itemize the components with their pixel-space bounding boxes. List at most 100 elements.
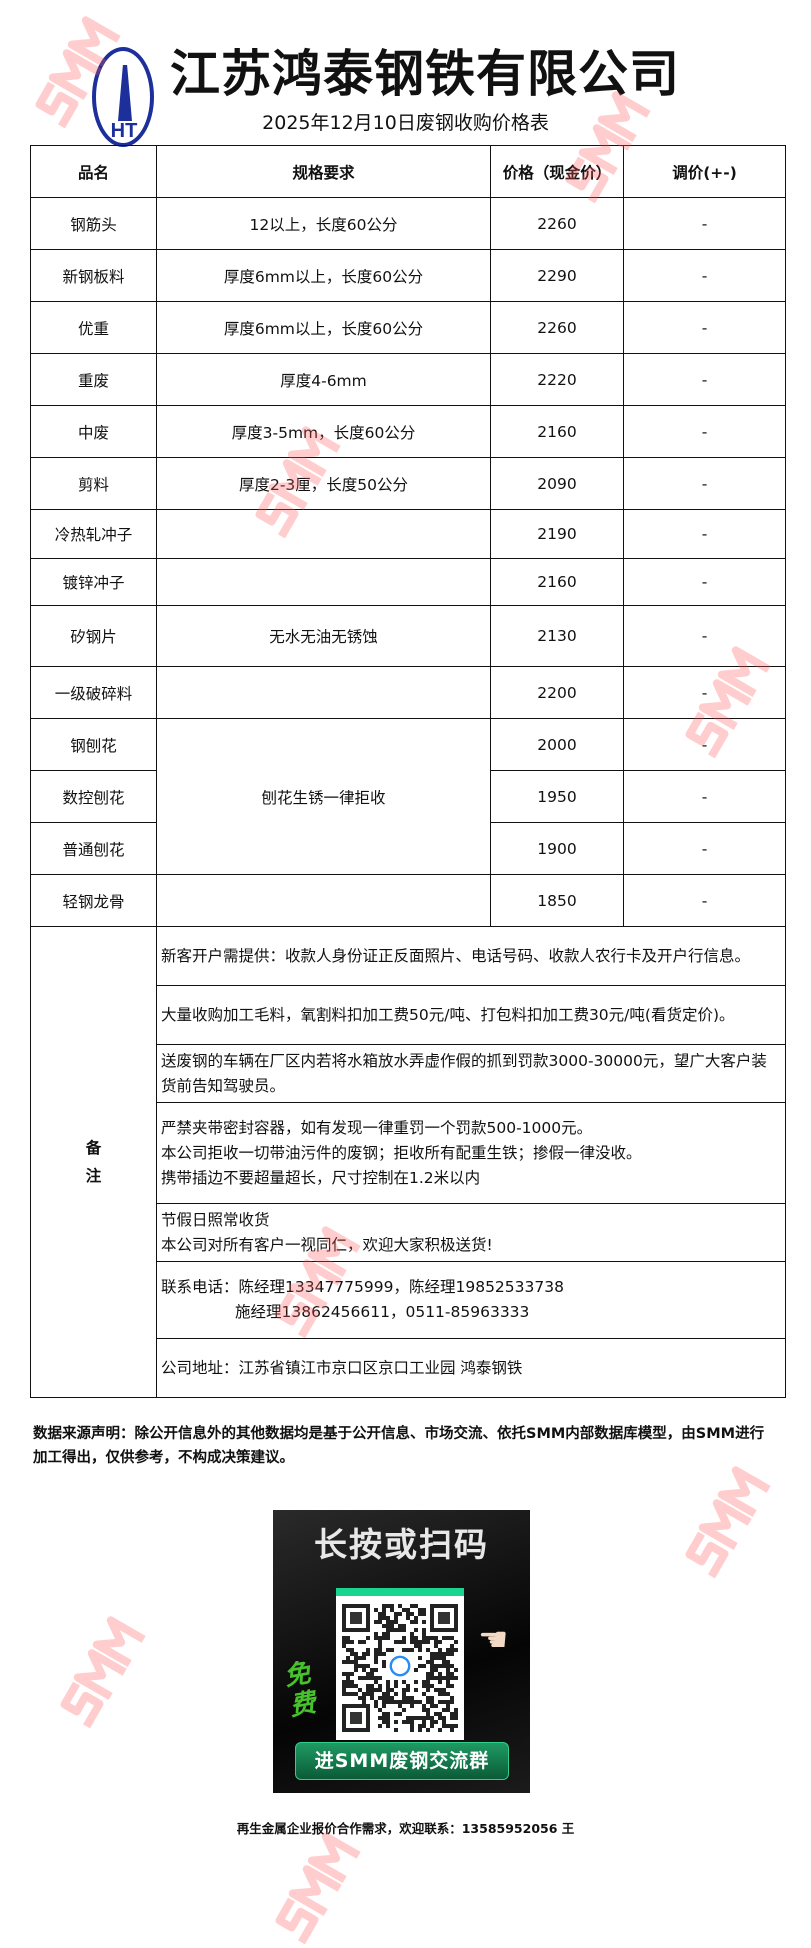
item-price-change: - [623, 822, 786, 875]
promo-free-label: 免费 [282, 1658, 319, 1722]
item-spec: 厚度3-5mm，长度60公分 [156, 405, 491, 458]
remark-cell: 新客开户需提供：收款人身份证正反面照片、电话号码、收款人农行卡及开户行信息。 [156, 926, 786, 986]
item-spec: 厚度4-6mm [156, 353, 491, 406]
item-price: 2200 [490, 666, 624, 719]
item-spec [156, 666, 491, 719]
item-price-change: - [623, 301, 786, 354]
remark-cell: 大量收购加工毛料，氧割料扣加工费50元/吨、打包料扣加工费30元/吨(看货定价)… [156, 985, 786, 1045]
item-spec: 12以上，长度60公分 [156, 197, 491, 250]
item-price: 1850 [490, 874, 624, 927]
table-row: 镀锌冲子 2160- [30, 558, 786, 606]
table-row: 冷热轧冲子 2190- [30, 509, 786, 559]
remark-line: 联系电话：陈经理13347775999，陈经理19852533738 [161, 1278, 564, 1296]
item-price-change: - [623, 770, 786, 823]
footer-contact: 再生金属企业报价合作需求，欢迎联系：13585952056 王 [236, 1821, 575, 1836]
table-row: 数控刨花 1950- [30, 770, 786, 823]
item-name: 冷热轧冲子 [30, 509, 157, 559]
remark-line: 送废钢的车辆在厂区内若将水箱放水弄虚作假的抓到罚款3000-30000元，望广大… [161, 1051, 767, 1095]
item-spec [156, 558, 491, 606]
remark-line: 本公司拒收一切带油污件的废钢；拒收所有配重生铁；掺假一律没收。 [161, 1143, 642, 1162]
item-name: 剪料 [30, 457, 157, 510]
data-source-disclaimer: 数据来源声明：除公开信息外的其他数据均是基于公开信息、市场交流、依托SMM内部数… [33, 1426, 765, 1466]
item-price: 2090 [490, 457, 624, 510]
item-price: 2260 [490, 197, 624, 250]
table-row: 轻钢龙骨 1850- [30, 874, 786, 927]
item-price: 2160 [490, 405, 624, 458]
price-table: 品名 规格要求 价格（现金价） 调价(+-) 钢筋头 12以上，长度60公分 226… [30, 145, 786, 1398]
qr-code[interactable] [336, 1588, 464, 1740]
item-price: 1900 [490, 822, 624, 875]
item-price-change: - [623, 666, 786, 719]
table-row: 优重 厚度6mm以上，长度60公分 2260- [30, 301, 786, 354]
table-row: 新钢板料 厚度6mm以上，长度60公分 2290- [30, 249, 786, 302]
remark-cell: 联系电话：陈经理13347775999，陈经理19852533738 施经理138… [156, 1261, 786, 1339]
item-name: 轻钢龙骨 [30, 874, 157, 927]
remark-line: 公司地址：江苏省镇江市京口区京口工业园 鸿泰钢铁 [161, 1358, 523, 1377]
item-price-change: - [623, 197, 786, 250]
item-spec: 厚度6mm以上，长度60公分 [156, 301, 491, 354]
join-group-button[interactable]: 进SMM废钢交流群 [295, 1742, 509, 1780]
remark-line: 携带插边不要超量超长，尺寸控制在1.2米以内 [161, 1168, 481, 1187]
table-row: 矽钢片 无水无油无锈蚀 2130- [30, 605, 786, 667]
item-price-change: - [623, 718, 786, 771]
item-price: 2130 [490, 605, 624, 667]
remark-line: 新客开户需提供：收款人身份证正反面照片、电话号码、收款人农行卡及开户行信息。 [161, 946, 751, 965]
item-spec: 无水无油无锈蚀 [156, 605, 491, 667]
remarks-label-char: 注 [85, 1167, 102, 1185]
column-header: 价格（现金价） [490, 145, 624, 198]
promo-qr-banner[interactable]: 长按或扫码 免费 ☚ 进SMM废钢交流群 [273, 1510, 530, 1793]
item-name: 钢刨花 [30, 718, 157, 771]
pointing-hand-icon: ☚ [478, 1620, 509, 1660]
watermark [678, 1464, 773, 1582]
column-header: 品名 [30, 145, 157, 198]
price-sheet-subtitle: 2025年12月10日废钢收购价格表 [262, 112, 549, 134]
item-name: 中废 [30, 405, 157, 458]
item-name: 钢筋头 [30, 197, 157, 250]
table-row: 剪料 厚度2-3厘，长度50公分 2090- [30, 457, 786, 510]
watermark [268, 1830, 363, 1948]
item-price-change: - [623, 353, 786, 406]
remark-line: 本公司对所有客户一视同仁，欢迎大家积极送货! [161, 1235, 493, 1254]
remark-row: 备注 新客开户需提供：收款人身份证正反面照片、电话号码、收款人农行卡及开户行信息。 [30, 926, 786, 1398]
item-price: 2190 [490, 509, 624, 559]
item-price: 2260 [490, 301, 624, 354]
item-price: 2220 [490, 353, 624, 406]
item-spec [156, 509, 491, 559]
column-header: 调价(+-) [623, 145, 786, 198]
item-price-change: - [623, 509, 786, 559]
item-name: 矽钢片 [30, 605, 157, 667]
remark-line: 节假日照常收货 [161, 1210, 270, 1229]
item-spec: 厚度2-3厘，长度50公分 [156, 457, 491, 510]
item-price: 2160 [490, 558, 624, 606]
item-name: 优重 [30, 301, 157, 354]
table-row: 普通刨花 1900- [30, 822, 786, 875]
item-price-change: - [623, 605, 786, 667]
item-name: 一级破碎料 [30, 666, 157, 719]
remark-row: 大量收购加工毛料，氧割料扣加工费50元/吨、打包料扣加工费30元/吨(看货定价)… [31, 985, 786, 1045]
remark-cell: 公司地址：江苏省镇江市京口区京口工业园 鸿泰钢铁 [156, 1338, 786, 1398]
item-price: 2000 [490, 718, 624, 771]
promo-headline: 长按或扫码 [314, 1525, 489, 1564]
item-price-change: - [623, 874, 786, 927]
item-price-change: - [623, 558, 786, 606]
item-price: 2290 [490, 249, 624, 302]
remark-cell: 节假日照常收货本公司对所有客户一视同仁，欢迎大家积极送货! [156, 1203, 786, 1262]
remark-row: 送废钢的车辆在厂区内若将水箱放水弄虚作假的抓到罚款3000-30000元，望广大… [31, 1044, 786, 1103]
item-price-change: - [623, 457, 786, 510]
item-spec: 厚度6mm以上，长度60公分 [156, 249, 491, 302]
item-price-change: - [623, 249, 786, 302]
table-row: 钢筋头 12以上，长度60公分 2260- [30, 197, 786, 250]
item-price-change: - [623, 405, 786, 458]
table-row: 重废 厚度4-6mm 2220- [30, 353, 786, 406]
remark-line: 施经理13862456611，0511-85963333 [235, 1303, 530, 1321]
column-header: 规格要求 [156, 145, 491, 198]
item-name: 新钢板料 [30, 249, 157, 302]
item-price: 1950 [490, 770, 624, 823]
remark-row: 公司地址：江苏省镇江市京口区京口工业园 鸿泰钢铁 [31, 1338, 786, 1398]
table-row: 钢刨花 刨花生锈一律拒收 2000- [30, 718, 786, 875]
remark-line: 严禁夹带密封容器，如有发现一律重罚一个罚款500-1000元。 [161, 1118, 593, 1137]
remark-line: 大量收购加工毛料，氧割料扣加工费50元/吨、打包料扣加工费30元/吨(看货定价)… [161, 1005, 735, 1024]
remarks-label-char: 备 [85, 1139, 102, 1157]
remark-cell: 严禁夹带密封容器，如有发现一律重罚一个罚款500-1000元。本公司拒收一切带油… [156, 1102, 786, 1204]
item-name: 数控刨花 [30, 770, 157, 823]
